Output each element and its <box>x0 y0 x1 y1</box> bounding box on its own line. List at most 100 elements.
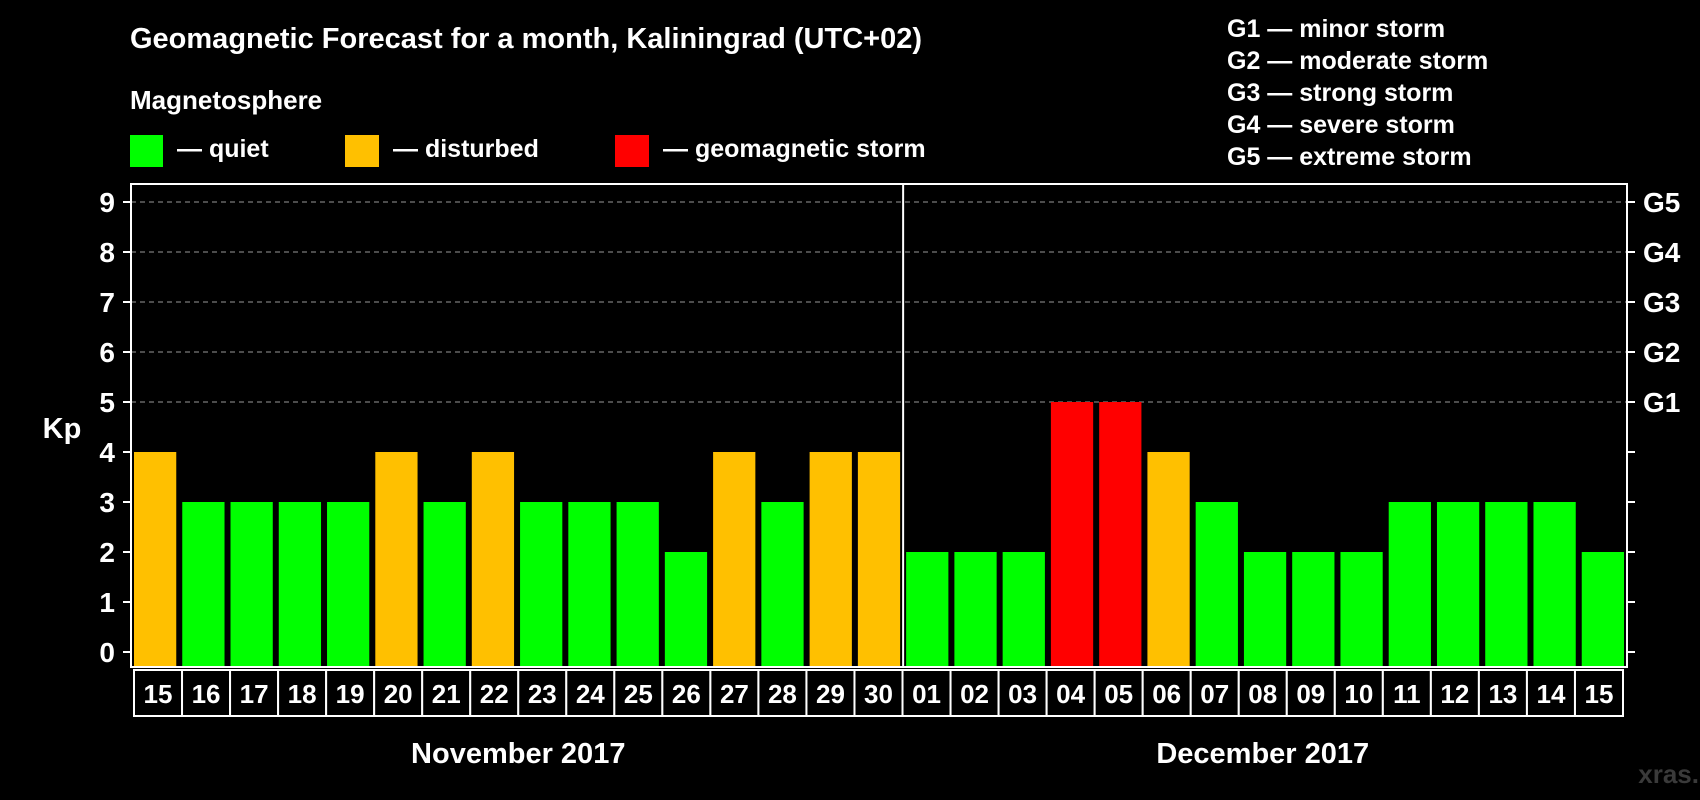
storm-scale-g3: G3 — strong storm <box>1227 79 1453 107</box>
x-tick-label-12: 27 <box>720 679 749 709</box>
x-tick-label-16: 01 <box>912 679 941 709</box>
x-tick-label-6: 21 <box>432 679 461 709</box>
bar-22 <box>1195 502 1238 667</box>
bar-16 <box>906 552 949 667</box>
x-tick-label-11: 26 <box>672 679 701 709</box>
bar-19 <box>1050 402 1094 667</box>
x-tick-label-7: 22 <box>480 679 509 709</box>
x-tick-label-22: 07 <box>1200 679 1229 709</box>
x-tick-label-2: 17 <box>240 679 269 709</box>
x-tick-box-0 <box>133 669 184 717</box>
x-tick-label-14: 29 <box>816 679 845 709</box>
x-tick-label-13: 28 <box>768 679 797 709</box>
legend-heading: Magnetosphere <box>130 85 322 115</box>
month-label-0: November 2017 <box>411 738 625 770</box>
y-tick-label-6: 6 <box>99 337 115 368</box>
x-tick-label-27: 12 <box>1440 679 1469 709</box>
x-tick-label-23: 08 <box>1248 679 1277 709</box>
bar-11 <box>664 552 708 667</box>
bar-20 <box>1099 402 1142 667</box>
x-tick-box-16 <box>901 669 952 717</box>
legend-swatch-storm <box>615 135 649 167</box>
bar-23 <box>1243 552 1287 667</box>
x-tick-box-30 <box>1573 669 1625 717</box>
chart-title: Geomagnetic Forecast for a month, Kalini… <box>130 23 922 55</box>
x-tick-box-22 <box>1189 669 1240 717</box>
bar-10 <box>616 502 659 667</box>
storm-scale-g5: G5 — extreme storm <box>1227 143 1472 171</box>
right-axis-label-g4: G4 <box>1643 237 1681 268</box>
bar-13 <box>761 502 804 667</box>
bar-1 <box>182 502 225 667</box>
bar-14 <box>809 452 852 667</box>
x-tick-label-19: 04 <box>1056 679 1085 709</box>
legend-label-storm: — geomagnetic storm <box>663 135 926 163</box>
legend-swatch-disturbed <box>345 135 379 167</box>
bar-17 <box>954 552 997 667</box>
x-tick-box-15 <box>853 669 904 717</box>
bar-15 <box>857 452 901 667</box>
y-tick-label-4: 4 <box>99 437 115 468</box>
legend-swatch-quiet <box>130 135 163 167</box>
x-tick-label-25: 10 <box>1344 679 1373 709</box>
x-tick-label-15: 30 <box>864 679 893 709</box>
bar-6 <box>423 502 466 667</box>
bar-25 <box>1340 552 1383 667</box>
y-tick-label-3: 3 <box>99 487 115 518</box>
x-tick-box-13 <box>757 669 808 717</box>
x-tick-box-5 <box>373 669 424 717</box>
y-tick-label-2: 2 <box>99 537 115 568</box>
y-tick-label-9: 9 <box>99 187 115 218</box>
y-tick-label-8: 8 <box>99 237 115 268</box>
bar-12 <box>713 452 756 667</box>
plot-frame <box>130 183 1628 668</box>
legend-label-quiet: — quiet <box>177 135 269 163</box>
x-tick-box-12 <box>709 669 760 717</box>
bar-28 <box>1485 502 1528 667</box>
bar-30 <box>1581 552 1624 667</box>
right-axis-label-g2: G2 <box>1643 337 1680 368</box>
x-tick-box-21 <box>1141 669 1192 717</box>
x-tick-label-18: 03 <box>1008 679 1037 709</box>
y-tick-label-0: 0 <box>99 637 115 668</box>
bar-4 <box>327 502 370 667</box>
right-axis-label-g5: G5 <box>1643 187 1680 218</box>
x-tick-label-10: 25 <box>624 679 653 709</box>
x-tick-label-4: 19 <box>336 679 365 709</box>
bar-9 <box>568 502 611 667</box>
bar-24 <box>1292 552 1335 667</box>
x-tick-box-23 <box>1237 669 1288 717</box>
x-tick-box-6 <box>421 669 472 717</box>
x-tick-label-5: 20 <box>384 679 413 709</box>
x-tick-box-29 <box>1525 669 1576 717</box>
bar-8 <box>520 502 563 667</box>
watermark: xras.ru <box>1638 759 1700 789</box>
x-tick-label-9: 24 <box>576 679 605 709</box>
x-tick-box-7 <box>469 669 520 717</box>
storm-scale-g1: G1 — minor storm <box>1227 15 1445 43</box>
x-tick-box-19 <box>1045 669 1096 717</box>
x-tick-label-1: 16 <box>192 679 221 709</box>
month-label-1: December 2017 <box>1156 738 1369 770</box>
bar-29 <box>1533 502 1576 667</box>
x-tick-label-8: 23 <box>528 679 557 709</box>
legend-label-disturbed: — disturbed <box>393 135 539 163</box>
storm-scale-g2: G2 — moderate storm <box>1227 47 1488 75</box>
bar-0 <box>134 452 177 667</box>
bar-26 <box>1388 502 1431 667</box>
bar-7 <box>471 452 515 667</box>
x-tick-box-4 <box>325 669 376 717</box>
y-tick-label-7: 7 <box>99 287 115 318</box>
x-tick-label-21: 06 <box>1152 679 1181 709</box>
x-tick-box-24 <box>1285 669 1336 717</box>
x-tick-label-24: 09 <box>1296 679 1325 709</box>
bar-27 <box>1436 502 1480 667</box>
x-tick-label-28: 13 <box>1488 679 1517 709</box>
x-tick-box-18 <box>997 669 1048 717</box>
bar-5 <box>375 452 418 667</box>
x-tick-label-30: 15 <box>1585 679 1614 709</box>
bar-21 <box>1147 452 1190 667</box>
y-tick-label-5: 5 <box>99 387 115 418</box>
